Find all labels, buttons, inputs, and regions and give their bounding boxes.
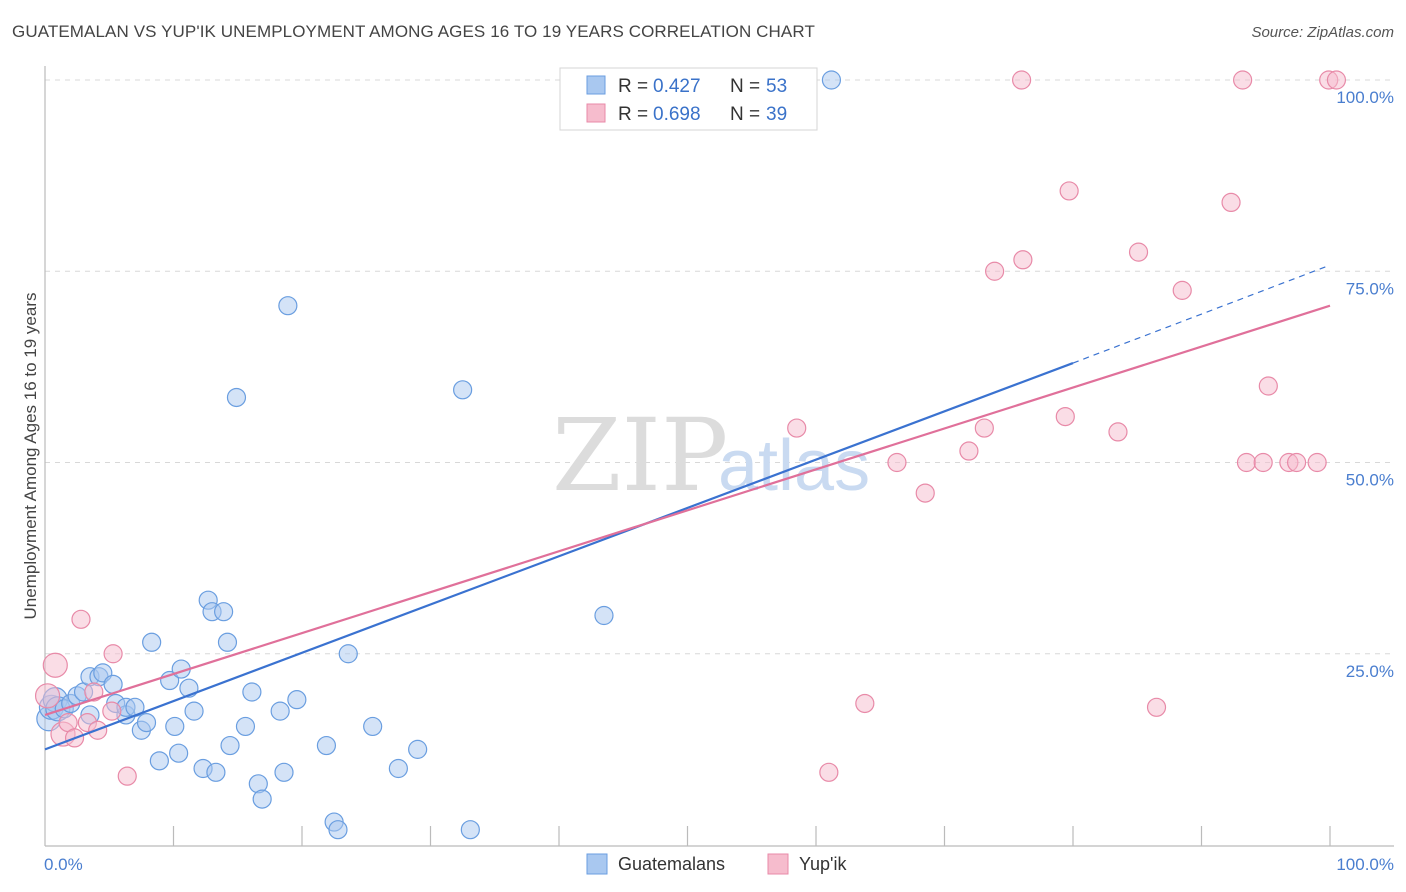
guatemalans-point-38 xyxy=(252,789,272,809)
bottom-legend-guatemalans: Guatemalans xyxy=(618,854,725,874)
guatemalans-point-53 xyxy=(821,70,842,90)
legend-r-value-1: 0.427 xyxy=(653,76,701,97)
guatemalans-point-36 xyxy=(242,682,262,702)
yupik-point-15 xyxy=(887,452,907,473)
guatemalans-point-45 xyxy=(328,820,348,840)
guatemalans-point-43 xyxy=(316,735,337,756)
guatemalans-point-42 xyxy=(287,690,307,710)
legend-n-label-1: N = xyxy=(730,76,760,97)
guatemalans-trend-line xyxy=(44,362,1074,751)
bottom-legend-swatch-guatemalans xyxy=(586,853,608,875)
yupik-point-7 xyxy=(84,682,104,702)
legend-r-label-2: R = xyxy=(618,104,648,125)
yupik-point-24 xyxy=(1108,422,1128,442)
guatemalans-point-33 xyxy=(220,735,240,756)
legend-r-value-2: 0.698 xyxy=(653,104,701,125)
guatemalans-point-30 xyxy=(206,762,226,782)
bottom-legend-swatch-yupik xyxy=(767,853,789,875)
guatemalans-point-51 xyxy=(460,820,480,840)
yupik-point-17 xyxy=(959,441,979,461)
gridlines xyxy=(45,79,1394,655)
yupik-point-31 xyxy=(1253,452,1273,473)
guatemalans-point-35 xyxy=(235,716,256,737)
yupik-point-34 xyxy=(1286,452,1307,473)
yupik-point-30 xyxy=(1236,452,1257,473)
guatemalans-points xyxy=(36,70,842,840)
legend-n-value-2: 39 xyxy=(766,104,787,125)
guatemalans-trend-extension xyxy=(1072,264,1331,364)
yupik-point-26 xyxy=(1146,697,1167,717)
chart-title: GUATEMALAN VS YUP'IK UNEMPLOYMENT AMONG … xyxy=(12,22,815,41)
yupik-point-9 xyxy=(102,701,122,721)
legend-n-value-1: 53 xyxy=(766,76,787,97)
yupik-point-21 xyxy=(1011,70,1032,90)
yupik-point-28 xyxy=(1221,192,1241,212)
source-credit: Source: ZipAtlas.com xyxy=(1251,24,1394,41)
yupik-point-11 xyxy=(117,766,137,786)
y-tick-labels: 25.0% 50.0% 75.0% 100.0% xyxy=(1336,88,1394,681)
watermark: ZIP atlas xyxy=(552,397,870,514)
guatemalans-point-18 xyxy=(136,712,157,733)
guatemalans-point-46 xyxy=(338,644,358,664)
guatemalans-point-23 xyxy=(169,743,189,763)
guatemalans-point-19 xyxy=(142,632,162,652)
guatemalans-point-20 xyxy=(149,751,169,771)
yupik-point-23 xyxy=(1055,407,1075,427)
yupik-point-1 xyxy=(42,652,68,678)
yupik-point-0 xyxy=(34,683,61,709)
x-tick-label-min: 0.0% xyxy=(44,855,83,874)
yupik-points xyxy=(34,70,1347,786)
guatemalans-point-32 xyxy=(217,632,238,652)
yupik-point-35 xyxy=(1307,452,1327,473)
yupik-point-16 xyxy=(915,483,935,503)
y-axis-label: Unemployment Among Ages 16 to 19 years xyxy=(21,293,40,620)
guatemalans-point-40 xyxy=(274,762,294,782)
guatemalans-point-22 xyxy=(165,716,185,737)
y-tick-label-2: 75.0% xyxy=(1346,279,1394,298)
guatemalans-point-50 xyxy=(453,380,473,400)
yupik-point-5 xyxy=(71,609,91,629)
guatemalans-point-34 xyxy=(226,387,247,408)
y-tick-label-1: 50.0% xyxy=(1346,471,1394,490)
bottom-legend: Guatemalans Yup'ik xyxy=(586,853,847,875)
yupik-point-12 xyxy=(787,418,807,438)
bottom-legend-yupik: Yup'ik xyxy=(799,854,847,874)
guatemalans-point-39 xyxy=(270,701,290,721)
guatemalans-point-31 xyxy=(214,602,234,622)
yupik-point-32 xyxy=(1258,376,1278,396)
x-tick-label-max: 100.0% xyxy=(1336,855,1394,874)
yupik-point-10 xyxy=(103,644,123,664)
yupik-point-14 xyxy=(855,693,875,714)
guatemalans-point-26 xyxy=(184,701,204,721)
legend-swatch-guatemalans xyxy=(586,75,606,95)
legend-r-label-1: R = xyxy=(618,76,648,97)
legend: R = 0.427 N = 53 R = 0.698 N = 39 xyxy=(559,67,818,131)
yupik-point-25 xyxy=(1128,242,1149,262)
guatemalans-point-41 xyxy=(278,296,298,316)
yupik-point-18 xyxy=(974,418,994,438)
x-tick-labels: 0.0% 100.0% xyxy=(44,855,1394,874)
guatemalans-point-48 xyxy=(388,758,408,779)
y-tick-label-0: 25.0% xyxy=(1346,662,1394,681)
y-tick-label-3: 100.0% xyxy=(1336,88,1394,107)
guatemalans-point-52 xyxy=(594,605,614,626)
legend-n-label-2: N = xyxy=(730,104,760,125)
yupik-point-13 xyxy=(819,762,839,782)
trend-lines xyxy=(44,264,1331,751)
watermark-zip: ZIP xyxy=(552,397,728,514)
yupik-point-19 xyxy=(1013,250,1033,270)
yupik-point-37 xyxy=(1326,70,1347,90)
yupik-trend-line xyxy=(44,304,1331,716)
guatemalans-point-49 xyxy=(408,739,428,759)
yupik-point-27 xyxy=(1172,280,1192,300)
legend-swatch-yupik xyxy=(586,103,606,123)
yupik-point-20 xyxy=(985,261,1005,281)
yupik-point-22 xyxy=(1059,181,1079,201)
guatemalans-point-47 xyxy=(363,716,383,737)
yupik-point-29 xyxy=(1233,70,1253,90)
